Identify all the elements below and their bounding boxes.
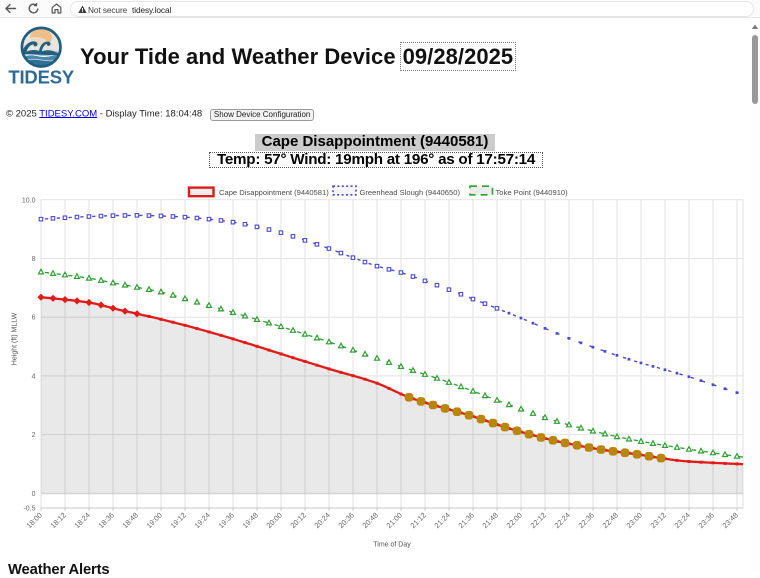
svg-text:21:48: 21:48: [480, 511, 499, 530]
svg-text:22:12: 22:12: [528, 511, 547, 530]
svg-text:Height (ft) MLLW: Height (ft) MLLW: [12, 312, 19, 365]
svg-text:10.0: 10.0: [22, 197, 36, 204]
svg-text:TIDESY: TIDESY: [8, 67, 74, 87]
svg-text:-0.5: -0.5: [23, 506, 35, 513]
svg-text:20:12: 20:12: [288, 511, 307, 530]
svg-text:18:48: 18:48: [120, 511, 139, 530]
svg-text:2: 2: [32, 432, 36, 439]
svg-text:23:00: 23:00: [624, 511, 643, 530]
svg-text:20:00: 20:00: [264, 511, 283, 530]
svg-text:22:24: 22:24: [552, 511, 571, 530]
svg-text:4: 4: [32, 373, 36, 380]
svg-text:Greenhead Slough (9440650): Greenhead Slough (9440650): [360, 188, 461, 197]
svg-text:21:36: 21:36: [456, 511, 475, 530]
svg-text:18:12: 18:12: [48, 511, 67, 530]
svg-text:18:24: 18:24: [72, 511, 91, 530]
svg-text:18:36: 18:36: [96, 511, 115, 530]
svg-text:19:00: 19:00: [144, 511, 163, 530]
svg-text:8: 8: [32, 256, 36, 263]
svg-text:20:48: 20:48: [360, 511, 379, 530]
svg-text:Toke Point (9440910): Toke Point (9440910): [496, 188, 569, 197]
svg-text:20:24: 20:24: [312, 511, 331, 530]
svg-text:19:24: 19:24: [192, 511, 211, 530]
svg-text:23:12: 23:12: [648, 511, 667, 530]
svg-text:0: 0: [32, 491, 36, 498]
svg-text:6: 6: [32, 315, 36, 322]
svg-text:Cape Disappointment (9440581): Cape Disappointment (9440581): [219, 188, 329, 197]
svg-text:19:48: 19:48: [240, 511, 259, 530]
svg-text:18:00: 18:00: [24, 511, 43, 530]
svg-text:21:12: 21:12: [408, 511, 427, 530]
svg-text:20:36: 20:36: [336, 511, 355, 530]
svg-text:19:36: 19:36: [216, 511, 235, 530]
svg-text:21:24: 21:24: [432, 511, 451, 530]
svg-text:22:36: 22:36: [576, 511, 595, 530]
svg-text:22:00: 22:00: [504, 511, 523, 530]
svg-text:Time of Day: Time of Day: [373, 542, 411, 549]
svg-text:21:00: 21:00: [384, 511, 403, 530]
svg-text:23:24: 23:24: [672, 511, 691, 530]
svg-text:22:48: 22:48: [600, 511, 619, 530]
svg-text:19:12: 19:12: [168, 511, 187, 530]
svg-text:23:36: 23:36: [696, 511, 715, 530]
svg-text:23:48: 23:48: [720, 511, 739, 530]
